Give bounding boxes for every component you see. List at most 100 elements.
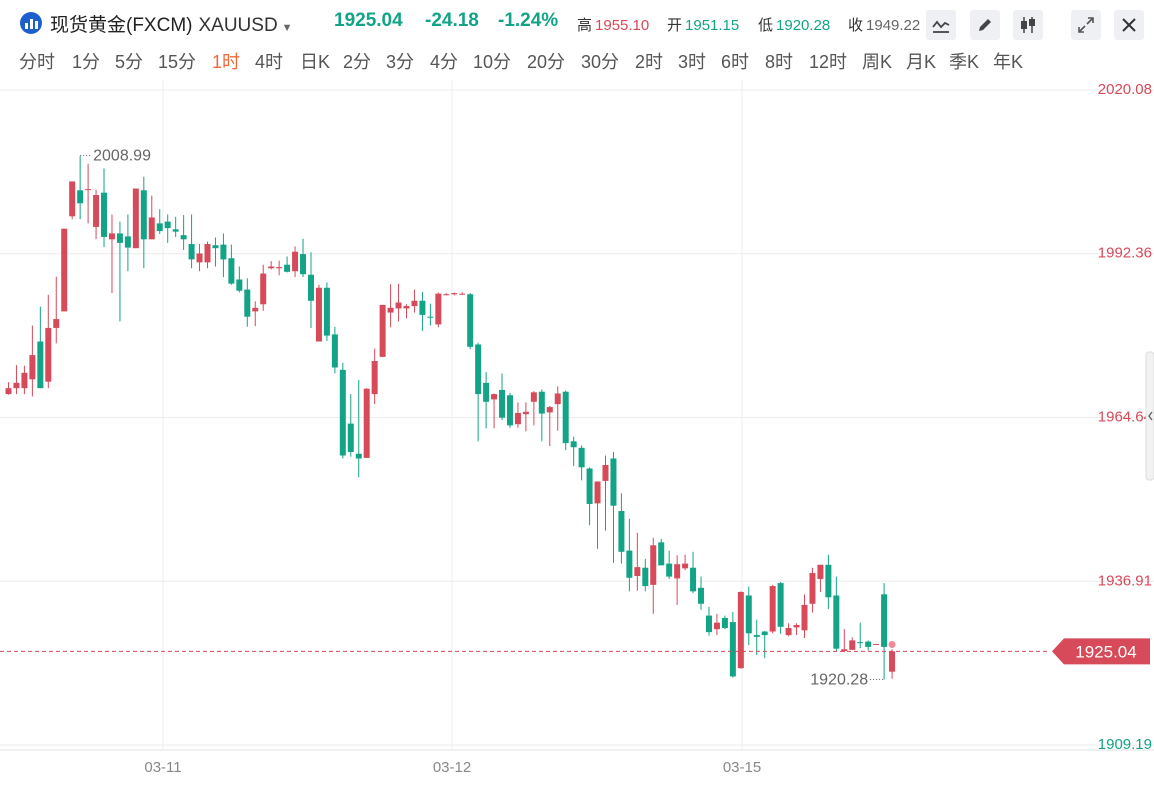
candle-body <box>594 481 601 504</box>
candle-body <box>21 372 28 389</box>
candle-body <box>666 563 673 577</box>
candle-body <box>13 382 20 389</box>
close-button[interactable] <box>1114 10 1144 40</box>
tab-interval-13[interactable]: 2时 <box>635 52 664 72</box>
candle-body <box>849 640 856 650</box>
candle-body <box>77 190 84 204</box>
candle-body <box>108 233 115 240</box>
candle-body <box>785 627 792 636</box>
candle-body <box>331 334 338 368</box>
tab-interval-9[interactable]: 4分 <box>430 52 459 72</box>
tab-interval-19[interactable]: 月K <box>906 52 937 72</box>
candle-body <box>252 307 259 312</box>
candle-body <box>148 217 155 240</box>
tab-interval-20[interactable]: 季K <box>949 52 980 72</box>
y-tick-label: 1909.19 <box>1098 736 1152 753</box>
candle-body <box>188 244 195 260</box>
side-panel-handle[interactable] <box>1145 351 1154 481</box>
candle-body <box>395 302 402 309</box>
indicator-button[interactable] <box>1013 10 1043 40</box>
candle-body <box>586 468 593 504</box>
candle-body <box>411 300 418 307</box>
candle-body <box>315 287 322 342</box>
tab-interval-8[interactable]: 3分 <box>386 52 415 72</box>
line-chart-icon <box>932 20 950 33</box>
x-tick-label: 03-15 <box>723 759 761 776</box>
candle-body <box>833 595 840 649</box>
tab-interval-4[interactable]: 1时 <box>212 52 241 72</box>
candle-body <box>626 550 633 578</box>
candle-body <box>889 651 896 672</box>
candle-body <box>690 567 697 592</box>
candle-body <box>85 189 92 191</box>
tab-interval-12[interactable]: 30分 <box>581 52 620 72</box>
tab-interval-1[interactable]: 1分 <box>72 52 101 72</box>
candle-body <box>554 393 561 405</box>
x-tick-label: 03-12 <box>433 759 471 776</box>
y-tick-label: 1964.64 <box>1098 408 1152 425</box>
tab-interval-14[interactable]: 3时 <box>678 52 707 72</box>
instrument-selector[interactable]: 现货黄金(FXCM) XAUUSD ▼ <box>50 10 293 37</box>
candle-body <box>610 458 617 506</box>
candle-body <box>459 293 466 295</box>
tab-interval-2[interactable]: 5分 <box>115 52 144 72</box>
low-stat: 低 1920.28 <box>758 17 831 34</box>
tab-interval-3[interactable]: 15分 <box>158 52 197 72</box>
candle-body <box>499 389 506 418</box>
close-stat: 收 1949.22 <box>848 17 921 34</box>
candle-icon <box>1021 17 1035 33</box>
tab-interval-11[interactable]: 20分 <box>527 52 566 72</box>
tab-interval-15[interactable]: 6时 <box>721 52 750 72</box>
tab-interval-18[interactable]: 周K <box>862 52 893 72</box>
price-change-percent: -1.24% <box>498 10 559 31</box>
candlestick-chart[interactable]: 2020.08 1992.36 1964.64 1936.91 1909.19 03-11… <box>0 80 1154 787</box>
pen-icon <box>979 19 991 31</box>
candle-body <box>483 382 490 402</box>
candle-body <box>530 392 537 402</box>
tab-interval-16[interactable]: 8时 <box>765 52 794 72</box>
candle-body <box>204 244 211 263</box>
expand-icon <box>1078 17 1094 33</box>
tab-interval-17[interactable]: 12时 <box>809 52 848 72</box>
tab-interval-0[interactable]: 分时 <box>19 52 55 72</box>
candle-body <box>674 564 681 579</box>
tab-interval-5[interactable]: 4时 <box>255 52 284 72</box>
candle-body <box>228 258 235 284</box>
candle-body <box>713 622 720 630</box>
candle-body <box>865 641 872 647</box>
min-price-label: 1920.28 <box>810 671 868 688</box>
candle-body <box>419 300 426 315</box>
draw-button[interactable] <box>970 10 1000 40</box>
candle-body <box>817 564 824 579</box>
expand-button[interactable] <box>1071 10 1101 40</box>
candle-body <box>236 279 243 291</box>
y-tick-label: 1936.91 <box>1098 572 1152 589</box>
candle-body <box>729 622 736 677</box>
candle-body <box>379 304 386 357</box>
chevron-down-icon[interactable]: ▼ <box>281 22 293 34</box>
candle-body <box>522 411 529 415</box>
line-chart-button[interactable] <box>926 10 956 40</box>
candle-body <box>443 294 450 296</box>
price-change: -24.18 <box>425 10 479 31</box>
candle-body <box>769 586 776 632</box>
chevron-left-icon[interactable] <box>1148 411 1153 421</box>
current-price-label: 1925.04 <box>1075 642 1136 661</box>
candle-body <box>562 391 569 444</box>
candle-body <box>156 223 163 232</box>
candle-body <box>363 388 370 458</box>
tab-interval-7[interactable]: 2分 <box>343 52 372 72</box>
tab-interval-6[interactable]: 日K <box>300 52 331 72</box>
tab-interval-10[interactable]: 10分 <box>473 52 512 72</box>
candle-body <box>37 341 44 389</box>
candle-body <box>93 195 100 227</box>
candle-body <box>124 236 131 248</box>
candle-body <box>602 464 609 481</box>
candle-body <box>284 264 291 272</box>
candle-body <box>538 391 545 414</box>
instrument-name: 现货黄金(FXCM) <box>50 15 193 36</box>
tab-interval-21[interactable]: 年K <box>993 52 1024 72</box>
candle-body <box>570 441 577 448</box>
y-tick-label: 1992.36 <box>1098 245 1152 262</box>
candle-body <box>491 394 498 400</box>
